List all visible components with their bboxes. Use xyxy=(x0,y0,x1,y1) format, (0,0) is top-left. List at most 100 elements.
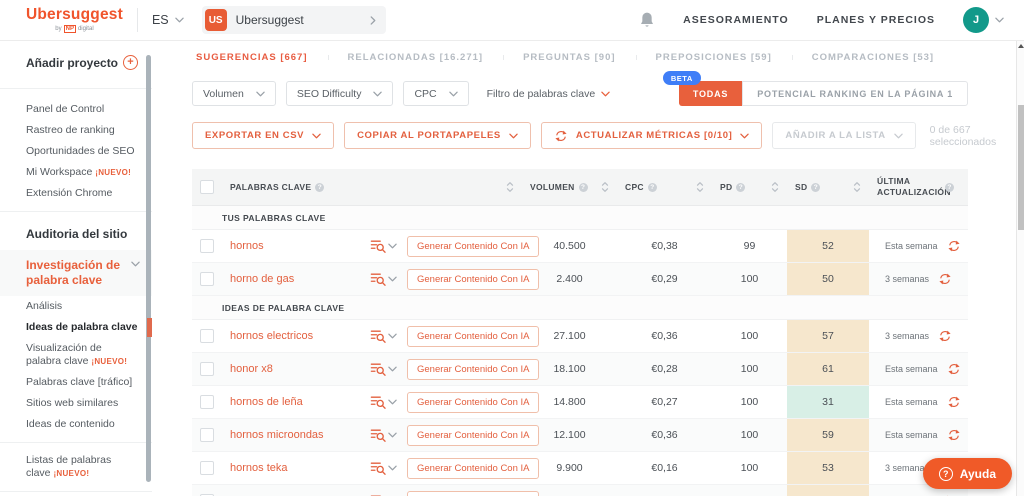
keyword-search-filter-icon[interactable] xyxy=(370,395,397,410)
help-button[interactable]: Ayuda xyxy=(922,458,1012,489)
keyword-search-filter-icon[interactable] xyxy=(370,329,397,344)
sort-icon[interactable] xyxy=(601,181,609,193)
refresh-icon[interactable] xyxy=(938,272,952,286)
language-selector[interactable]: ES xyxy=(152,13,184,27)
account-menu[interactable]: J xyxy=(963,7,1004,33)
toggle-potential-ranking[interactable]: POTENCIAL RANKING EN LA PÁGINA 1 xyxy=(742,81,968,106)
filter-dropdown-volumen[interactable]: Volumen xyxy=(192,81,276,106)
menu-asesoramiento[interactable]: ASESORAMIENTO xyxy=(683,14,789,26)
sidebar-item-ideas-de-palabra-clave[interactable]: Ideas de palabra clave xyxy=(0,317,152,338)
keyword-filter-toggle[interactable]: Filtro de palabras clave xyxy=(487,88,611,100)
column-label: ÚLTIMA ACTUALIZACIÓN xyxy=(877,176,951,197)
add-project-button[interactable]: Añadir proyecto xyxy=(0,41,152,81)
keyword-search-filter-icon[interactable] xyxy=(370,239,397,254)
filter-dropdown-seo-difficulty[interactable]: SEO Difficulty xyxy=(285,81,394,106)
row-checkbox[interactable] xyxy=(200,239,214,253)
notifications-bell-icon[interactable] xyxy=(639,11,655,29)
sidebar-item-panel-de-control[interactable]: Panel de Control xyxy=(0,99,152,120)
keyword-link[interactable]: hornos microondas xyxy=(230,429,324,441)
menu-planes-precios[interactable]: PLANES Y PRECIOS xyxy=(816,14,935,26)
sidebar-item-palabras-clave-trafico[interactable]: Palabras clave [tráfico] xyxy=(0,372,152,393)
table-row: hornos teka Generar Contenido Con IA 9.900… xyxy=(192,452,968,485)
scrollbar-thumb[interactable] xyxy=(1018,105,1024,230)
row-checkbox[interactable] xyxy=(200,461,214,475)
sidebar-item-mi-workspace[interactable]: Mi Workspace ¡NUEVO! xyxy=(0,162,152,183)
row-checkbox[interactable] xyxy=(200,362,214,376)
sidebar-item-visualizacion-de-palabra-clave[interactable]: Visualización de palabra clave ¡NUEVO! xyxy=(0,338,152,372)
page-scrollbar[interactable] xyxy=(1016,41,1024,496)
refresh-icon[interactable] xyxy=(947,239,961,253)
filter-dropdown-cpc[interactable]: CPC xyxy=(403,81,469,106)
sort-icon[interactable] xyxy=(696,181,704,193)
refresh-icon[interactable] xyxy=(947,362,961,376)
info-icon[interactable] xyxy=(315,182,325,192)
refresh-icon[interactable] xyxy=(947,395,961,409)
generate-ai-content-button[interactable]: Generar Contenido Con IA xyxy=(407,358,540,380)
volume-cell: 12.100 xyxy=(553,429,586,441)
keyword-search-filter-icon[interactable] xyxy=(370,362,397,377)
add-to-list-button: AÑADIR A LA LISTA xyxy=(772,122,916,149)
sidebar-item-ideas-de-contenido[interactable]: Ideas de contenido xyxy=(0,414,152,435)
generate-ai-content-button[interactable]: Generar Contenido Con IA xyxy=(407,457,540,479)
generate-ai-content-button[interactable]: Generar Contenido Con IA xyxy=(407,325,540,347)
keyword-link[interactable]: hornos de leña xyxy=(230,396,303,408)
volume-cell: 2.400 xyxy=(556,273,583,285)
table-section-header: IDEAS DE PALABRA CLAVE xyxy=(192,296,968,320)
row-checkbox[interactable] xyxy=(200,329,214,343)
select-all-checkbox[interactable] xyxy=(200,180,214,194)
tab-relacionadas[interactable]: RELACIONADAS [16.271] xyxy=(327,52,504,63)
sort-icon[interactable] xyxy=(853,181,861,193)
keyword-search-filter-icon[interactable] xyxy=(370,272,397,287)
sidebar-scrollbar[interactable] xyxy=(146,55,151,482)
keyword-link[interactable]: honor x8 xyxy=(230,363,273,375)
info-icon[interactable] xyxy=(647,182,657,192)
sidebar-item-listas-de-palabras-clave[interactable]: Listas de palabras clave ¡NUEVO! xyxy=(0,450,152,484)
generate-ai-content-button[interactable]: Generar Contenido Con IA xyxy=(407,490,540,496)
refresh-icon[interactable] xyxy=(938,329,952,343)
keyword-link[interactable]: hornos electricos xyxy=(230,330,314,342)
sidebar-item-label: Palabras clave [tráfico] xyxy=(26,376,133,388)
tab-preguntas[interactable]: PREGUNTAS [90] xyxy=(503,52,635,63)
sidebar-section-investigacion-de-palabra-clave[interactable]: Investigación de palabra clave xyxy=(0,250,152,296)
sidebar-item-oportunidades-de-seo[interactable]: Oportunidades de SEO xyxy=(0,141,152,162)
sidebar-item-extension-chrome[interactable]: Extensión Chrome xyxy=(0,183,152,204)
sidebar-item-analisis[interactable]: Análisis xyxy=(0,296,152,317)
keyword-link[interactable]: hornos xyxy=(230,240,264,252)
sidebar-item-sitios-web-similares[interactable]: Sitios web similares xyxy=(0,393,152,414)
keyword-search-filter-icon[interactable] xyxy=(370,461,397,476)
info-icon[interactable] xyxy=(811,182,821,192)
scroll-up-arrow[interactable] xyxy=(1018,44,1024,48)
keyword-search-filter-icon[interactable] xyxy=(370,428,397,443)
refresh-icon[interactable] xyxy=(947,428,961,442)
export-csv-button[interactable]: EXPORTAR EN CSV xyxy=(192,122,335,149)
ubersuggest-logo[interactable]: Ubersuggest by NP digital xyxy=(26,7,123,33)
toggle-todas[interactable]: TODAS xyxy=(678,81,743,106)
row-checkbox-cell xyxy=(192,329,222,343)
sidebar-item-rastreo-de-ranking[interactable]: Rastreo de ranking xyxy=(0,120,152,141)
row-checkbox[interactable] xyxy=(200,428,214,442)
copy-clipboard-button[interactable]: COPIAR AL PORTAPAPELES xyxy=(344,122,531,149)
info-icon[interactable] xyxy=(945,182,954,192)
info-icon[interactable] xyxy=(578,182,588,192)
sort-icon[interactable] xyxy=(771,181,779,193)
row-checkbox[interactable] xyxy=(200,494,214,496)
sort-icon[interactable] xyxy=(506,181,514,193)
row-checkbox[interactable] xyxy=(200,272,214,286)
keyword-link[interactable]: horno de gas xyxy=(230,273,295,285)
generate-ai-content-button[interactable]: Generar Contenido Con IA xyxy=(407,268,540,290)
sidebar-section-auditoria-del-sitio[interactable]: Auditoria del sitio xyxy=(0,219,152,250)
column-sd: SD xyxy=(787,181,869,193)
new-badge: ¡NUEVO! xyxy=(91,357,128,366)
column-label: VOLUMEN xyxy=(530,182,575,192)
generate-ai-content-button[interactable]: Generar Contenido Con IA xyxy=(407,391,540,413)
tab-preposiciones[interactable]: PREPOSICIONES [59] xyxy=(635,52,792,63)
generate-ai-content-button[interactable]: Generar Contenido Con IA xyxy=(407,424,540,446)
project-search-tab[interactable]: US Ubersuggest xyxy=(201,6,386,34)
info-icon[interactable] xyxy=(736,182,746,192)
generate-ai-content-button[interactable]: Generar Contenido Con IA xyxy=(407,235,540,257)
update-metrics-button[interactable]: ACTUALIZAR MÉTRICAS [0/10] xyxy=(540,122,763,149)
tab-sugerencias[interactable]: SUGERENCIAS [667] xyxy=(192,52,328,63)
row-checkbox[interactable] xyxy=(200,395,214,409)
tab-comparaciones[interactable]: COMPARACIONES [53] xyxy=(791,52,954,63)
keyword-link[interactable]: hornos teka xyxy=(230,462,288,474)
